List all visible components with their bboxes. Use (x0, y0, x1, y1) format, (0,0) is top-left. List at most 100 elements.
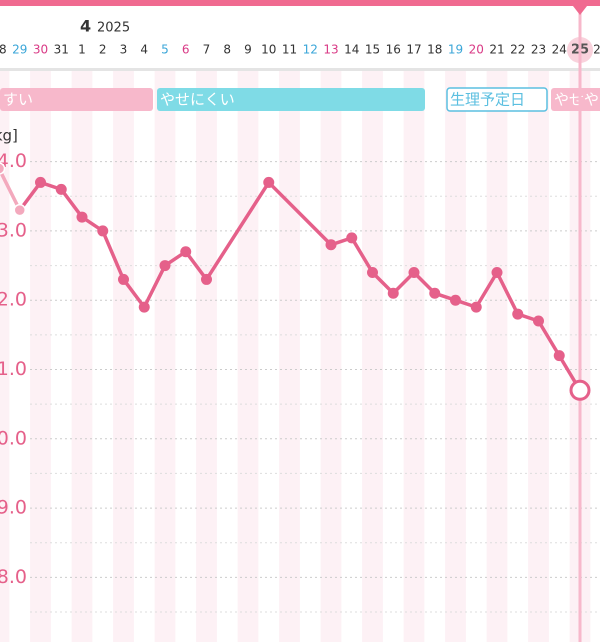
point-selected (569, 379, 591, 401)
day-stripe (403, 71, 425, 642)
day-stripe (362, 71, 383, 642)
date-label: 10 (261, 43, 276, 57)
day-stripe (30, 71, 51, 642)
date-label: 31 (54, 43, 69, 57)
point (201, 273, 212, 285)
day-stripe (486, 71, 508, 642)
day-stripe (279, 71, 300, 642)
date-label: 2 (99, 43, 107, 57)
point (76, 211, 88, 223)
point (470, 301, 482, 313)
day-stripe (113, 71, 134, 642)
point (13, 203, 26, 217)
day-stripe (154, 71, 176, 642)
top-bar (0, 0, 600, 6)
y-tick-label: 50.0 (0, 427, 27, 449)
date-label: 1 (78, 43, 86, 57)
date-label: 15 (365, 43, 380, 57)
point (263, 176, 275, 188)
phase-band (0, 88, 153, 111)
date-label: 6 (182, 43, 190, 57)
day-stripe (445, 71, 466, 642)
date-label: 12 (303, 43, 318, 57)
day-stripe (0, 71, 10, 642)
y-tick-label: 49.0 (0, 497, 27, 519)
y-tick-label: 53.0 (0, 219, 27, 241)
point (533, 315, 544, 327)
date-label: 20 (469, 43, 484, 57)
phase-label: すい (3, 91, 33, 109)
date-label: 8 (223, 43, 231, 57)
point (0, 162, 6, 175)
line-segment (204, 180, 271, 282)
phase-label: 生理予定日 (450, 91, 525, 109)
y-tick-label: 54.0 (0, 150, 27, 172)
date-label: 29 (12, 43, 27, 57)
y-tick-label: 52.0 (0, 289, 27, 311)
point (367, 267, 378, 278)
point (512, 308, 524, 320)
date-label: 24 (552, 43, 567, 57)
line-segment (267, 180, 333, 247)
date-label: 30 (33, 43, 48, 57)
line-segment (142, 263, 167, 309)
point (35, 176, 46, 188)
month: 4 (80, 17, 91, 36)
day-stripe (196, 71, 217, 642)
date-label: 16 (386, 43, 401, 57)
date-label: 28 (0, 43, 7, 57)
point (97, 225, 109, 237)
y-axis-label: [kg] (0, 127, 18, 145)
line-segment (495, 270, 520, 316)
date-label: 17 (406, 43, 421, 57)
day-stripe (71, 71, 93, 642)
phase-band (551, 88, 600, 111)
phase-band (157, 88, 425, 111)
line-segment (0, 167, 22, 212)
point (553, 350, 565, 362)
line-segment (474, 270, 499, 309)
point (346, 232, 358, 244)
point (180, 246, 192, 258)
point (387, 287, 399, 299)
point (429, 287, 441, 299)
date-label: 18 (427, 43, 442, 57)
date-label: 5 (161, 43, 169, 57)
phase-label: やせにくい (160, 91, 235, 109)
date-label: 9 (244, 43, 252, 57)
selected-pointer (573, 6, 587, 15)
day-stripe (320, 71, 342, 642)
line-segment (350, 236, 375, 275)
point (55, 183, 67, 195)
point (491, 267, 503, 278)
date-label: 4 (140, 43, 148, 57)
point (408, 267, 420, 278)
day-stripe (528, 71, 549, 642)
date-label: 13 (323, 43, 338, 57)
point (138, 301, 150, 313)
date-label: 14 (344, 43, 359, 57)
y-tick-label: 48.0 (0, 566, 27, 588)
date-label: 11 (282, 43, 297, 57)
phase-label: やせや (554, 91, 599, 109)
point (159, 260, 171, 272)
line-segment (59, 187, 84, 219)
point (118, 273, 129, 285)
date-label: 3 (120, 43, 128, 57)
y-tick-label: 51.0 (0, 358, 27, 380)
date-label: 7 (203, 43, 211, 57)
point (450, 294, 461, 306)
header-shadow (0, 68, 600, 71)
line-segment (184, 249, 209, 282)
day-stripe (237, 71, 259, 642)
line-segment (101, 229, 126, 282)
date-label: 26 (593, 43, 600, 57)
date-label: 19 (448, 43, 463, 57)
date-label: 23 (531, 43, 546, 57)
date-label: 21 (489, 43, 504, 57)
year: 2025 (97, 21, 130, 36)
point (325, 239, 337, 251)
line-segment (121, 277, 146, 309)
phase-band (446, 87, 548, 112)
